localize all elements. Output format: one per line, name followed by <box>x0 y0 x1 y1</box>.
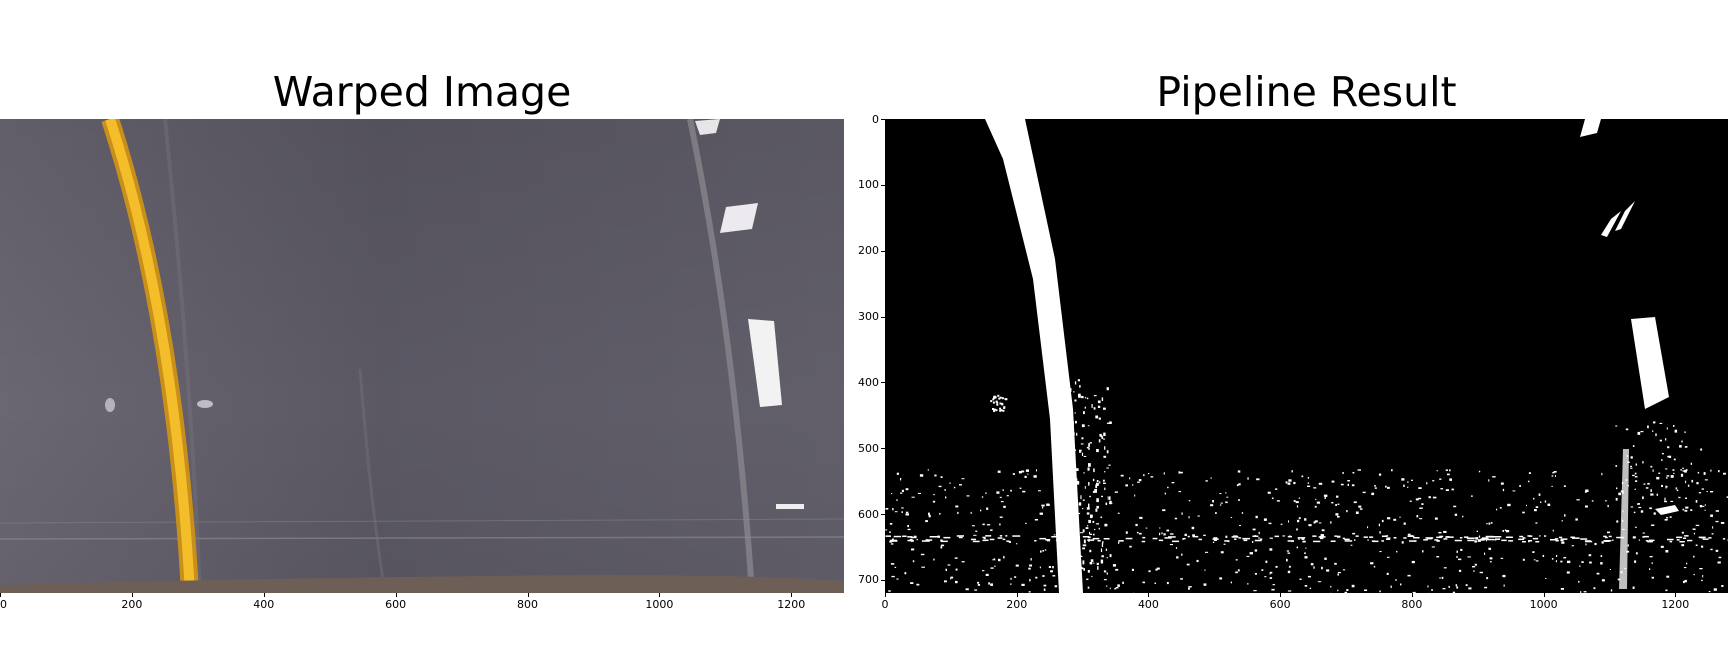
lane-dash <box>748 319 782 407</box>
x-tick-label: 400 <box>1137 598 1159 611</box>
x-tick-mark <box>1543 593 1545 597</box>
right-lane-mask <box>1655 505 1679 515</box>
x-tick-mark <box>791 593 793 597</box>
y-tick-label: 600 <box>858 507 879 521</box>
x-tick-mark <box>527 593 529 597</box>
y-tick-mark <box>881 250 885 252</box>
curb <box>0 575 844 593</box>
right-lane-mask <box>1601 211 1621 237</box>
right-lane-trail <box>687 119 755 593</box>
x-tick-label: 600 <box>1269 598 1291 611</box>
x-tick-label: 800 <box>1401 598 1423 611</box>
y-tick-label: 300 <box>858 310 879 323</box>
mask-noise <box>885 379 1728 593</box>
lane-dash <box>720 203 758 233</box>
y-tick-mark <box>881 382 885 384</box>
x-tick-label: 1000 <box>645 598 674 611</box>
y-tick-label: 500 <box>858 441 879 455</box>
y-tick-label: 0 <box>872 112 879 126</box>
y-tick-mark <box>881 514 885 515</box>
x-tick-label: 800 <box>517 598 538 611</box>
y-tick-label: 700 <box>858 573 879 587</box>
y-tick-label: 200 <box>858 244 879 258</box>
right-lane-mask <box>1615 201 1635 231</box>
x-tick-mark <box>395 593 397 597</box>
y-tick-mark <box>881 579 885 581</box>
x-tick-label: 1200 <box>777 598 806 611</box>
x-tick-label: 400 <box>253 598 275 611</box>
x-tick-mark <box>1675 593 1677 597</box>
lane-dash <box>776 504 804 509</box>
y-tick-mark <box>881 184 885 186</box>
warped-road-svg <box>0 119 844 593</box>
x-tick-mark <box>263 593 265 597</box>
pipeline-result-image <box>885 119 1728 593</box>
x-tick-mark <box>1411 593 1413 597</box>
x-tick-label: 200 <box>121 598 143 611</box>
warped-image-title: Warped Image <box>272 68 572 116</box>
x-tick-label: 1000 <box>1529 598 1558 611</box>
right-lane-mask <box>1619 449 1629 589</box>
x-tick-mark <box>1148 593 1150 597</box>
x-tick-mark <box>1280 593 1282 597</box>
x-tick-label: 1200 <box>1661 598 1690 611</box>
x-tick-mark <box>885 593 886 597</box>
warped-image <box>0 119 844 593</box>
y-tick-mark <box>881 316 885 318</box>
right-lane-mask <box>1580 119 1601 137</box>
x-tick-label: 0 <box>0 598 7 611</box>
right-lane-mask <box>1631 317 1669 409</box>
x-tick-mark <box>0 593 1 597</box>
pipeline-result-title: Pipeline Result <box>1156 68 1457 116</box>
x-tick-mark <box>1016 593 1018 597</box>
x-tick-label: 600 <box>385 598 407 611</box>
binary-mask-svg <box>885 119 1728 593</box>
lane-dash <box>695 119 720 135</box>
x-tick-mark <box>131 593 133 597</box>
x-tick-label: 200 <box>1006 598 1028 611</box>
y-tick-mark <box>881 119 885 120</box>
x-tick-label: 0 <box>881 598 889 611</box>
y-tick-mark <box>881 448 885 450</box>
y-tick-label: 400 <box>858 375 879 389</box>
x-tick-mark <box>659 593 661 597</box>
y-tick-label: 100 <box>858 178 879 192</box>
left-lane-mask <box>985 119 1083 593</box>
